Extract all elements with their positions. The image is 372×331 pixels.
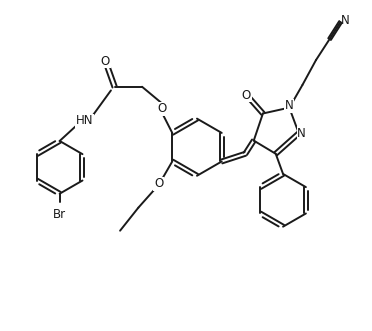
Text: O: O — [158, 102, 167, 115]
Text: O: O — [242, 89, 251, 102]
Text: O: O — [101, 55, 110, 68]
Text: Br: Br — [53, 208, 66, 221]
Text: HN: HN — [76, 114, 93, 127]
Text: N: N — [297, 127, 306, 140]
Text: N: N — [341, 14, 350, 26]
Text: O: O — [154, 177, 163, 190]
Text: N: N — [285, 99, 294, 112]
